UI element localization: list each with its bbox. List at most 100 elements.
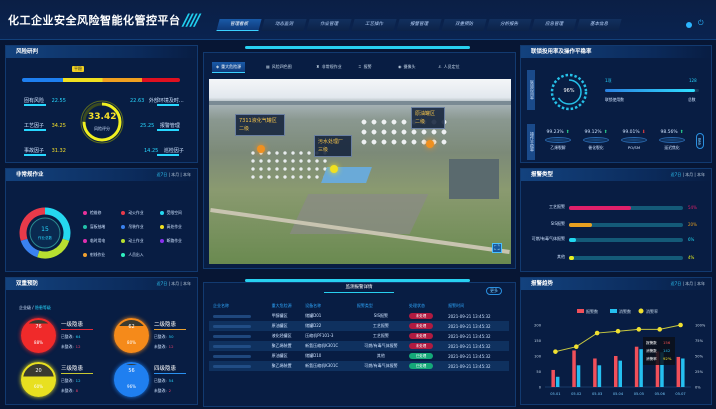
map-label-lpg-tank[interactable]: 7311液化气罐区 二级 [235,114,285,136]
side-label-interlock: 联锁投用率 [527,70,535,110]
legend-marker [610,309,617,313]
rate-point[interactable] [615,328,621,334]
bar-cleared[interactable] [618,360,623,387]
hazard-level-card[interactable]: 62 80% 二级隐患 已整改: 50 未整改: 12 [114,318,199,358]
rate-point[interactable] [553,349,558,354]
nav-dashboard[interactable]: 管理看板 [216,19,262,31]
bar-cleared[interactable] [597,365,602,387]
time-tabs: 近7日 | 本月 | 本年 [670,172,705,177]
bar-cleared[interactable] [639,349,643,387]
center-tab[interactable]: ◉ 摄像头 [398,64,416,69]
center-tab[interactable]: ♖ 报警 [358,64,372,69]
bar-cleared[interactable] [555,376,560,387]
tab-year[interactable]: 本年 [183,172,191,177]
more-button[interactable]: 更多 [696,133,704,149]
legend-item: 吊装作业 [121,224,159,230]
tooltip-label: 消警数 [646,348,657,353]
nav-monitor[interactable]: 动态监测 [261,19,307,31]
tab-7d[interactable]: 近7日 [156,281,168,286]
nav-report[interactable]: 分析报告 [486,19,532,31]
table-row[interactable]: 聚乙烯装置 新氢压缩机K301C 可燃/有毒气体报警 未处理 2021-09-21 13… [209,341,509,351]
tab-month[interactable]: 本月 [171,172,180,177]
alarm-table-panel: 监测报警详情 更多 企业名称 重大危险源 设备名称 报警类型 处理状态 报警时间 甲醇罐区… [203,282,516,407]
legend-label: 受限空间 [166,210,182,215]
bar-alarm[interactable] [551,369,555,387]
crumb-level[interactable]: 隐患等级 [34,305,51,310]
rate-point[interactable] [573,344,579,349]
power-icon[interactable]: ⏻ [698,19,704,27]
nav-alarm[interactable]: 报警管理 [396,19,442,31]
tab-month[interactable]: 本月 [171,281,180,286]
device-name: 新氢压缩机K301C [301,341,353,351]
hazard-level-card[interactable]: 76 88% 一级隐患 已整改: 64 未整改: 12 [21,318,106,358]
donut-segment [19,207,46,241]
nav-emergency[interactable]: 应急管理 [531,19,577,31]
legend-dot [121,225,126,229]
tab-7d[interactable]: 近7日 [156,172,168,177]
nav-process[interactable]: 工艺操作 [351,19,397,31]
table-row[interactable]: 聚乙烯装置 新氢压缩机K301C 可燃/有毒气体报警 已处理 2021-09-21 13… [209,361,509,371]
y2-tick-label: 100% [695,324,706,328]
center-tab[interactable]: ♜ 非常规作业 [316,64,342,69]
table-row[interactable]: 原油罐区 储罐D22 工艺报警 未处理 2021-09-21 13:45:32 [209,321,509,331]
rate-point[interactable] [636,327,642,332]
enterprise-name-blurred [209,351,268,361]
fullscreen-icon[interactable]: ⛶ [492,243,502,253]
alarm-type: 可燃/有毒气体报警 [352,361,405,371]
more-button[interactable]: 更多 [486,287,502,295]
table-row[interactable]: 原油罐区 储罐D10 其他 已处理 2021-09-21 13:45:32 [209,351,509,361]
status: 未处理 [405,321,445,331]
table-row[interactable]: 液化烃罐区 压缩机PF101-3 工艺报警 未处理 2021-09-21 13:45:3… [209,331,509,341]
interlock-panel: 联锁投用率及操作平稳率 联锁投用率 96% 1项 128 联锁使用数 总数 操作… [520,45,712,163]
y-tick-label: 200 [534,324,542,328]
panel-title: 联锁投用率及操作平稳率 [521,46,711,58]
bar-alarm[interactable] [655,351,660,387]
center-tab[interactable]: ◆ 重大危险源 [212,62,246,73]
device-name: 储罐D22 [301,321,353,331]
table-header: 企业名称 重大危险源 设备名称 报警类型 处理状态 报警时间 [213,303,465,308]
user-avatar-icon[interactable] [686,22,692,28]
center-tab[interactable]: ⚓ 人员定位 [438,64,460,69]
alarm-type-fill [569,223,592,227]
rate-point[interactable] [657,327,663,332]
bar-alarm[interactable] [572,350,576,387]
tab-month[interactable]: 本月 [685,281,694,286]
legend-label: 消警数 [619,308,631,314]
hazard-level-card[interactable]: 20 60% 三级隐患 已整改: 12 未整改: 8 [21,362,106,402]
hazard-level-card[interactable]: 56 96% 四级隐患 已整改: 54 未整改: 2 [114,362,199,402]
enterprise-name-blurred [209,321,268,331]
map-label-crude-tank[interactable]: 原油罐区 二级 [411,107,445,129]
alarm-time: 2021-09-21 13:45:32 [444,341,509,351]
rate-point[interactable] [678,322,683,328]
tab-year[interactable]: 本年 [183,281,191,286]
bar-alarm[interactable] [614,356,618,387]
rate-point[interactable] [594,330,600,336]
crumb-enterprise[interactable]: 企业级 [19,305,31,310]
tab-7d[interactable]: 近7日 [670,172,682,177]
tab-year[interactable]: 本年 [697,172,705,177]
tooltip-label: 报警数 [646,340,657,345]
tab-year[interactable]: 本年 [697,281,705,286]
device-name: 储罐D10 [305,353,322,358]
tab-7d[interactable]: 近7日 [670,281,682,286]
bar-cleared[interactable] [660,352,664,387]
bar-alarm[interactable] [593,358,597,387]
nav-prevent[interactable]: 双重预防 [441,19,487,31]
bar-alarm[interactable] [634,346,639,387]
map-label-sewage-plant[interactable]: 污水处理厂 三级 [314,135,352,157]
bar-cleared[interactable] [681,358,685,387]
tab-month[interactable]: 本月 [685,172,694,177]
op-value: 99.01% [622,130,640,135]
bar-cleared[interactable] [576,365,581,387]
hazard-count: 20 [35,368,42,374]
nav-work[interactable]: 作业管理 [306,19,352,31]
status: 未处理 [405,341,445,351]
alarm-trend-panel: 报警趋势 近7日 | 本月 | 本年 报警数 消警数 消警率 0 0% 50 25% 100 5… [520,277,712,405]
center-tab[interactable]: ▦ 风险四色图 [266,64,292,69]
nav-info[interactable]: 基本信息 [576,19,622,31]
table-row[interactable]: 甲醇罐区 储罐D01 SIS报警 未处理 2021-09-21 13:45:32 [209,311,509,321]
factor-env: 22.63 外部环境及时... [130,98,184,104]
op-label: 乙烯裂解 [550,145,566,150]
bar-alarm[interactable] [676,356,681,387]
